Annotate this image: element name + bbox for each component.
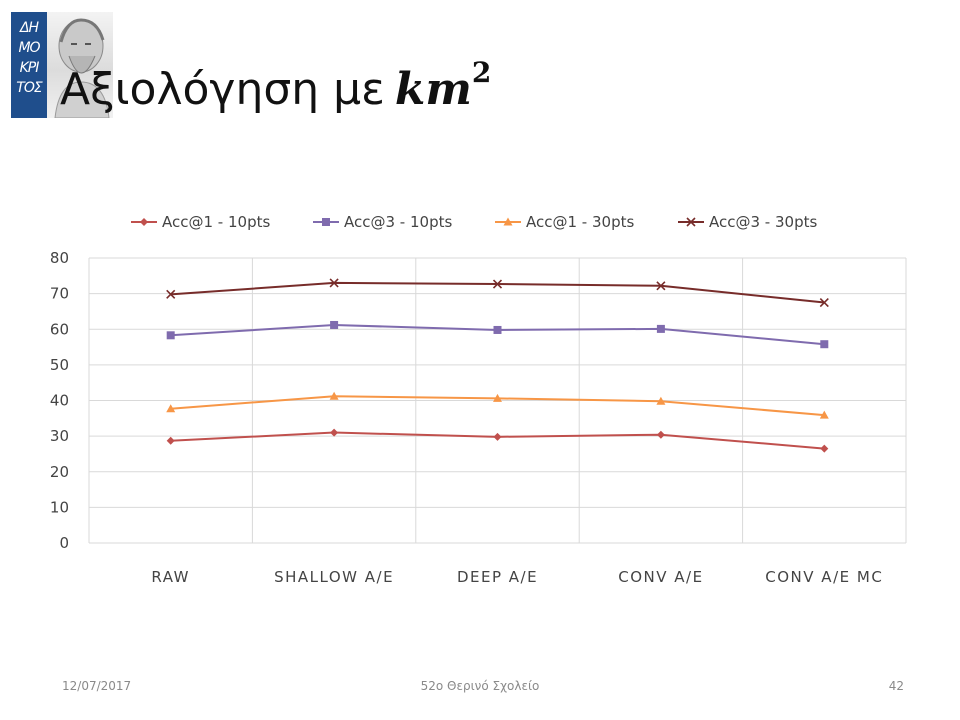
data-point-diamond xyxy=(330,428,339,437)
data-point-square xyxy=(322,218,330,226)
series-line xyxy=(170,281,825,304)
data-point-square xyxy=(330,320,339,329)
y-tick-label: 60 xyxy=(50,320,69,338)
title-text: Αξιολόγηση με xyxy=(60,64,385,115)
line-chart: 0 10 20 30 40 50 60 70 80 RAW SHALLOW A/E DEEP A/E C… xyxy=(0,190,960,610)
y-tick-label: 50 xyxy=(50,356,69,374)
y-tick-label: 80 xyxy=(50,249,69,267)
data-point-x xyxy=(329,278,339,288)
data-point-triangle xyxy=(503,217,513,226)
legend-label: Acc@3 - 30pts xyxy=(709,213,817,231)
x-tick-label: DEEP A/E xyxy=(457,568,538,586)
data-point-triangle xyxy=(656,396,666,405)
logo-blue-bar: ΔΗ ΜΟ ΚΡΙ ΤΟΣ xyxy=(11,12,47,118)
footer-date: 12/07/2017 xyxy=(62,679,132,693)
demokritos-logo: ΔΗ ΜΟ ΚΡΙ ΤΟΣ xyxy=(11,12,113,118)
data-point-diamond xyxy=(166,436,175,445)
data-point-triangle xyxy=(493,393,502,402)
data-point-square xyxy=(493,325,502,334)
data-point-diamond xyxy=(493,432,502,441)
y-tick-label: 30 xyxy=(50,427,69,445)
legend-label: Acc@3 - 10pts xyxy=(344,213,452,231)
data-point-diamond xyxy=(140,218,148,226)
data-point-x xyxy=(166,289,176,299)
data-point-x xyxy=(819,297,829,308)
x-tick-label: SHALLOW A/E xyxy=(274,568,394,586)
data-point-diamond xyxy=(820,444,829,453)
legend-label: Acc@1 - 30pts xyxy=(526,213,634,231)
x-tick-label: CONV A/E MC xyxy=(765,568,883,586)
title-math-exponent: 2 xyxy=(471,56,492,89)
data-point-square xyxy=(820,340,829,349)
x-tick-label: RAW xyxy=(151,568,190,586)
title-math-base: km xyxy=(394,64,472,115)
data-point-triangle xyxy=(329,391,339,400)
footer-event: 52ο Θερινό Σχολείο xyxy=(420,679,540,693)
line-chart-svg: 0 10 20 30 40 50 60 70 80 RAW SHALLOW A/E DEEP A/E C… xyxy=(50,213,907,586)
data-point-square xyxy=(166,331,175,340)
y-tick-label: 10 xyxy=(50,498,69,516)
y-tick-label: 0 xyxy=(59,534,69,552)
data-point-square xyxy=(656,324,665,333)
data-point-x xyxy=(656,281,666,291)
page-title: Αξιολόγηση με km2 xyxy=(60,56,491,115)
logo-lettering: ΔΗ ΜΟ ΚΡΙ ΤΟΣ xyxy=(16,20,42,96)
legend-label: Acc@1 - 10pts xyxy=(162,213,270,231)
data-point-x xyxy=(492,279,503,289)
logo-bust-icon xyxy=(47,12,113,118)
footer-page-number: 42 xyxy=(888,679,904,693)
title-math: km2 xyxy=(394,56,492,115)
x-tick-label: CONV A/E xyxy=(618,568,703,586)
y-tick-label: 40 xyxy=(50,392,69,410)
data-point-x xyxy=(686,217,696,227)
data-point-triangle xyxy=(166,404,176,413)
data-point-triangle xyxy=(819,410,829,419)
data-point-diamond xyxy=(656,430,665,439)
y-tick-label: 70 xyxy=(50,285,69,303)
y-tick-label: 20 xyxy=(50,463,69,481)
